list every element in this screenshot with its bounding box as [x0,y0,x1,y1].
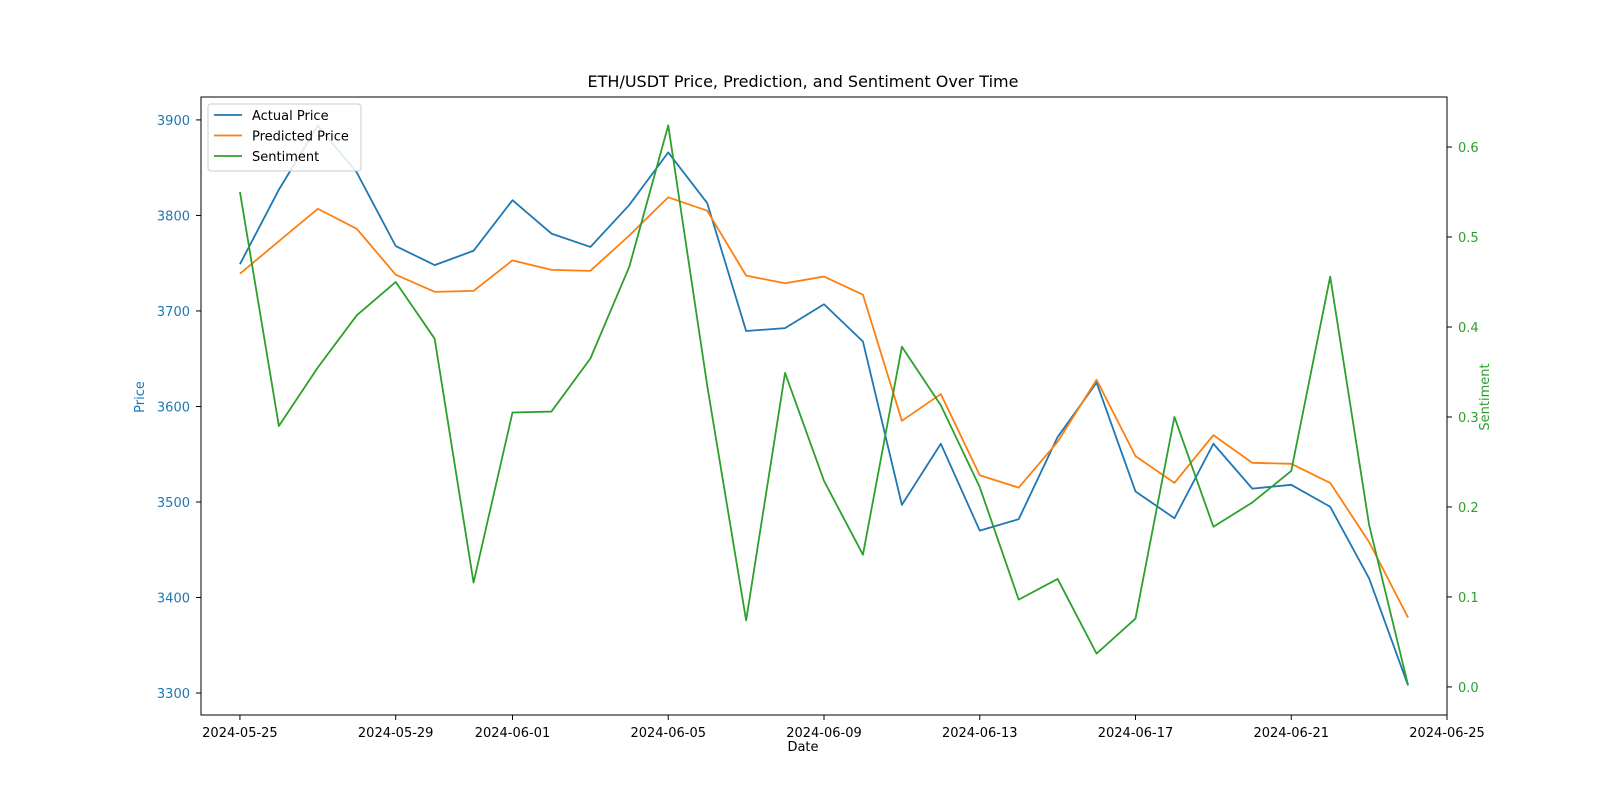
series-layer [239,124,1409,686]
x-tick-label: 2024-06-25 [1409,726,1485,741]
y-axis-ticks: 3300 3400 3500 3600 3700 3800 3900 [157,114,201,702]
y2-tick-label: 0.6 [1458,141,1479,156]
y2-tick-label: 0.4 [1458,321,1479,336]
x-tick-label: 2024-06-05 [630,726,706,741]
legend-box [207,103,362,172]
y2-tick-label: 0.5 [1458,231,1479,246]
y2-tick-label: 0.1 [1458,591,1479,606]
y-tick-label: 3700 [157,305,190,320]
series-line-2 [239,196,1409,618]
x-axis-ticks: 2024-05-25 2024-05-29 2024-06-01 2024-06-05… [202,715,1485,741]
legend: Actual Price Predicted Price Sentiment [207,103,362,172]
x-tick-label: 2024-05-29 [358,726,434,741]
y-axis-title: Price [133,381,148,413]
x-tick-label: 2024-06-21 [1253,726,1329,741]
legend-label: Actual Price [252,109,329,124]
legend-label: Sentiment [252,150,319,165]
y2-tick-label: 0.3 [1458,411,1479,426]
x-tick-label: 2024-06-09 [786,726,862,741]
x-tick-label: 2024-05-25 [202,726,278,741]
chart-title: ETH/USDT Price, Prediction, and Sentimen… [588,72,1019,91]
y-tick-label: 3500 [157,496,190,511]
y-tick-label: 3800 [157,209,190,224]
y2-axis-title: Sentiment [1478,363,1493,430]
plot-frame [200,96,1448,716]
y-tick-label: 3600 [157,400,190,415]
y2-axis-ticks: 0.0 0.1 0.2 0.3 0.4 0.5 0.6 [1447,141,1479,696]
x-tick-label: 2024-06-13 [942,726,1018,741]
y2-tick-label: 0.0 [1458,681,1479,696]
y-tick-label: 3300 [157,687,190,702]
series-line-1 [239,124,1409,686]
plot-area-border [200,96,1448,716]
y-tick-label: 3900 [157,114,190,129]
y-tick-label: 3400 [157,592,190,607]
series-line-3 [239,124,1409,686]
x-axis-title: Date [787,740,818,755]
x-tick-label: 2024-06-01 [475,726,551,741]
y2-tick-label: 0.2 [1458,501,1479,516]
x-tick-label: 2024-06-17 [1098,726,1174,741]
legend-label: Predicted Price [252,130,349,145]
